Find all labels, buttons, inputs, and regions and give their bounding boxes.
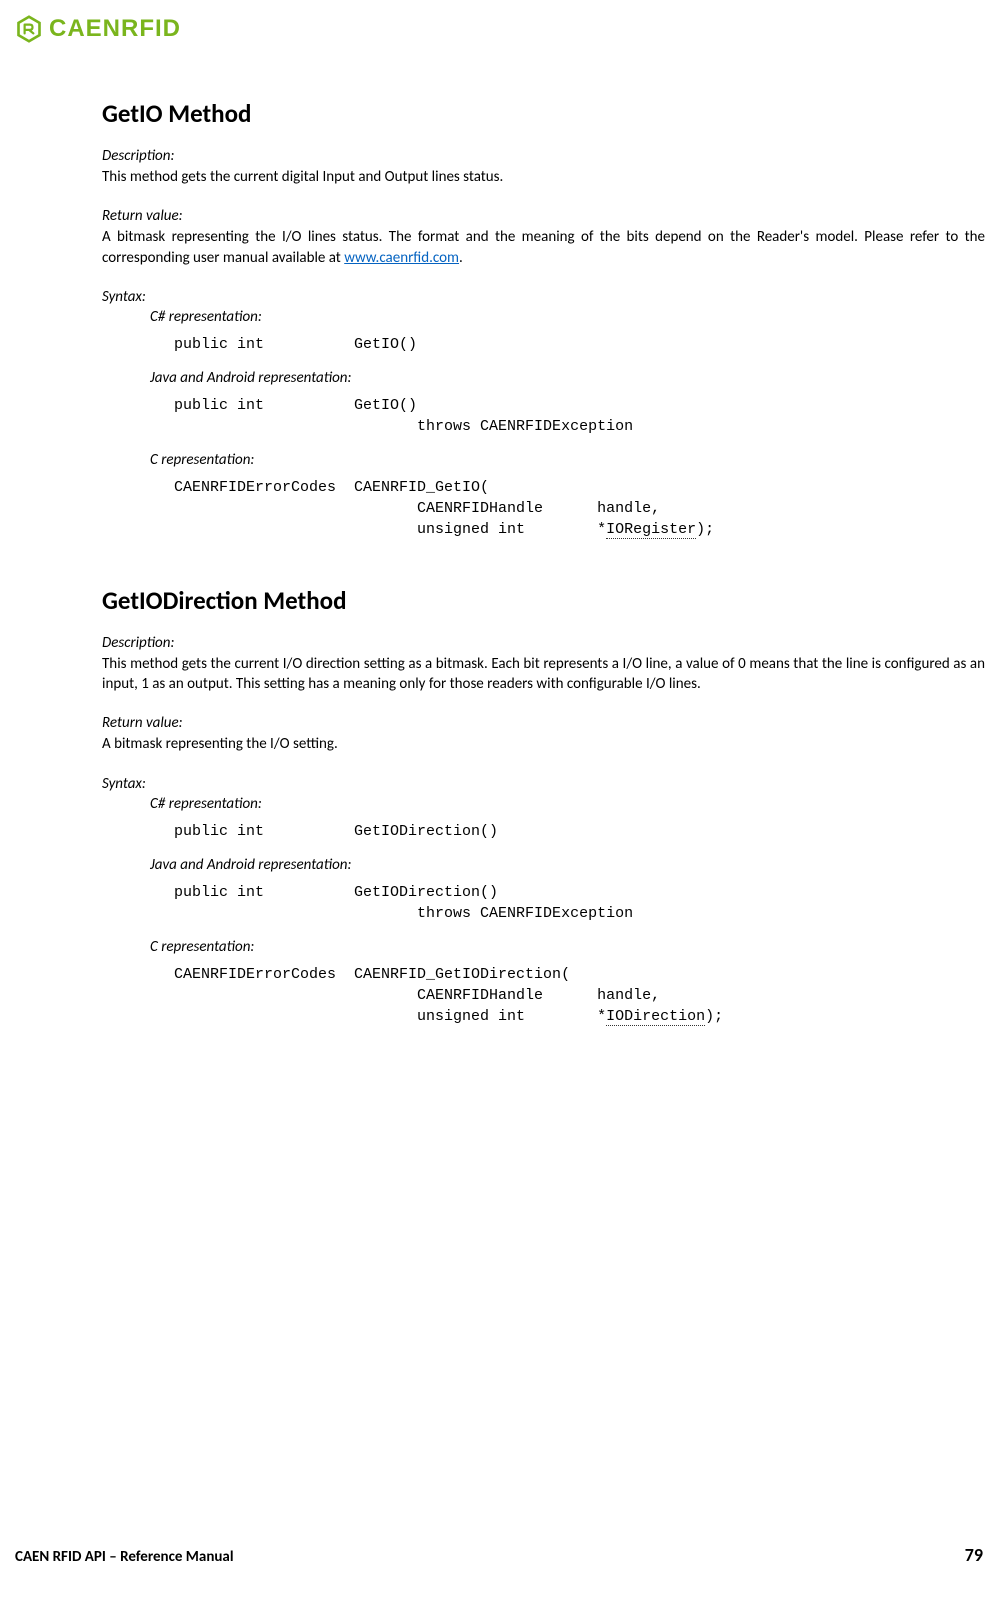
c-code-l3u: IODirection [606,1008,705,1026]
java-repr-label: Java and Android representation: [150,369,985,387]
c-code-l2: CAENRFIDHandle handle, [174,500,660,517]
description-text: This method gets the current digital Inp… [102,167,985,187]
syntax-label: Syntax: [102,288,985,306]
page-footer: CAEN RFID API – Reference Manual 79 [0,1544,1003,1566]
getio-method-section: GetIO Method Description: This method ge… [102,98,985,540]
return-label: Return value: [102,714,985,732]
java-code-l2: throws CAENRFIDException [174,418,633,435]
syntax-label: Syntax: [102,775,985,793]
csharp-repr-label: C# representation: [150,795,985,813]
java-code: public int GetIODirection() throws CAENR… [174,882,985,924]
java-block: Java and Android representation: public … [102,856,985,924]
getiodirection-method-section: GetIODirection Method Description: This … [102,585,985,1027]
java-block: Java and Android representation: public … [102,369,985,437]
description-text: This method gets the current I/O directi… [102,654,985,695]
c-code-l2: CAENRFIDHandle handle, [174,987,660,1004]
c-code: CAENRFIDErrorCodes CAENRFID_GetIODirecti… [174,964,985,1027]
page-header: CAENRFID [0,0,1003,48]
c-code-l3u: IORegister [606,521,696,539]
return-text: A bitmask representing the I/O setting. [102,734,985,754]
rfid-logo-icon [15,15,43,43]
logo-text: CAENRFID [49,15,181,43]
return-text-suffix: . [459,249,463,267]
java-code-l1: public int GetIO() [174,397,417,414]
caenrfid-link[interactable]: www.caenrfid.com [344,249,459,267]
c-block: C representation: CAENRFIDErrorCodes CAE… [102,451,985,540]
csharp-code: public int GetIO() [174,334,985,355]
getio-title: GetIO Method [102,98,985,129]
csharp-repr-label: C# representation: [150,308,985,326]
footer-title: CAEN RFID API – Reference Manual [15,1548,234,1566]
java-code-l2: throws CAENRFIDException [174,905,633,922]
description-label: Description: [102,147,985,165]
csharp-block: C# representation: public int GetIODirec… [102,795,985,842]
c-code-l3p: unsigned int * [174,521,606,538]
getiodirection-title: GetIODirection Method [102,585,985,616]
c-code: CAENRFIDErrorCodes CAENRFID_GetIO( CAENR… [174,477,985,540]
c-code-l3s: ); [696,521,714,538]
page-number: 79 [965,1544,983,1566]
c-code-l1: CAENRFIDErrorCodes CAENRFID_GetIO( [174,479,489,496]
java-code-l1: public int GetIODirection() [174,884,498,901]
c-repr-label: C representation: [150,938,985,956]
csharp-code: public int GetIODirection() [174,821,985,842]
logo: CAENRFID [15,15,181,43]
return-text-prefix: A bitmask representing the I/O lines sta… [102,228,985,266]
java-code: public int GetIO() throws CAENRFIDExcept… [174,395,985,437]
c-repr-label: C representation: [150,451,985,469]
c-code-l3p: unsigned int * [174,1008,606,1025]
return-label: Return value: [102,207,985,225]
java-repr-label: Java and Android representation: [150,856,985,874]
csharp-block: C# representation: public int GetIO() [102,308,985,355]
c-code-l3s: ); [705,1008,723,1025]
return-text: A bitmask representing the I/O lines sta… [102,227,985,268]
page-content: GetIO Method Description: This method ge… [0,48,985,1027]
c-block: C representation: CAENRFIDErrorCodes CAE… [102,938,985,1027]
c-code-l1: CAENRFIDErrorCodes CAENRFID_GetIODirecti… [174,966,570,983]
description-label: Description: [102,634,985,652]
